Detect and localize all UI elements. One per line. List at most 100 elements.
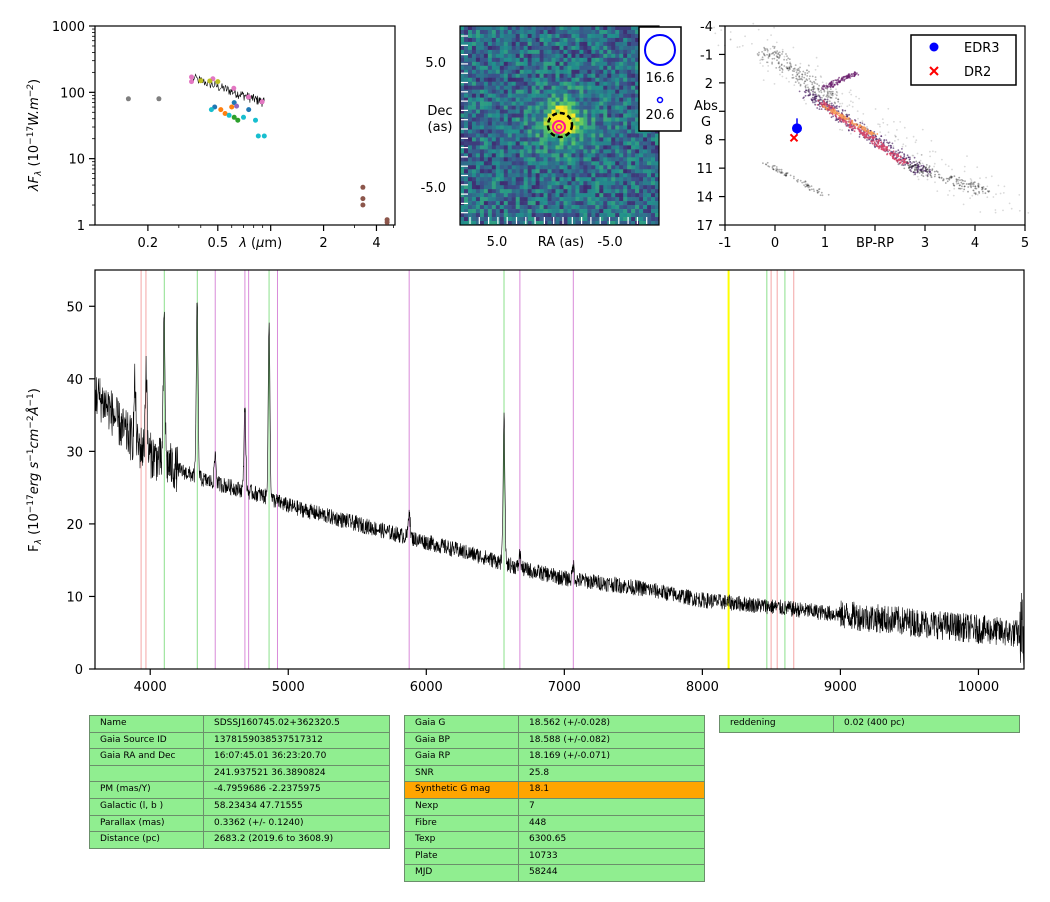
info-row: 241.937521 36.3890824 <box>89 764 390 783</box>
image-pixel <box>539 145 544 150</box>
image-pixel <box>487 129 493 134</box>
image-pixel <box>563 85 568 90</box>
cmd-density-point <box>976 166 979 169</box>
image-pixel <box>567 26 572 31</box>
cmd-density-point <box>826 85 829 87</box>
image-pixel <box>527 165 532 170</box>
image-pixel <box>483 77 489 83</box>
image-pixel <box>543 57 548 63</box>
image-pixel <box>655 153 660 158</box>
image-pixel <box>599 177 604 182</box>
image-pixel <box>627 37 632 43</box>
image-pixel <box>627 81 632 86</box>
image-pixel <box>503 213 509 218</box>
cmd-density-point <box>908 169 911 172</box>
image-pixel <box>535 181 540 186</box>
cmd-density-point <box>987 190 989 193</box>
image-pixel <box>587 213 592 218</box>
cmd-density-point <box>810 185 813 188</box>
image-pixel <box>515 137 520 142</box>
image-pixel <box>567 89 572 94</box>
image-pixel <box>507 149 513 154</box>
cmd-density-point <box>876 133 879 135</box>
image-pixel <box>579 61 584 67</box>
image-pixel <box>575 121 580 126</box>
cmd-density-point <box>826 90 829 93</box>
image-pixel <box>515 189 520 194</box>
cmd-density-point <box>837 117 840 119</box>
image-pixel <box>615 105 620 110</box>
image-pixel <box>527 149 532 154</box>
image-pixel <box>507 41 513 47</box>
cmd-density-point <box>950 176 953 179</box>
image-pixel <box>460 129 465 134</box>
image-pixel <box>611 61 616 67</box>
cmd-density-point <box>823 101 826 104</box>
image-pixel <box>495 129 501 134</box>
cmd-density-point <box>757 54 760 57</box>
image-pixel <box>631 93 636 98</box>
image-pixel <box>531 101 536 106</box>
cmd-density-point <box>938 176 940 179</box>
spectrum-y-tick-label: 20 <box>66 518 83 533</box>
image-pixel <box>655 149 660 154</box>
image-pixel <box>599 201 604 206</box>
image-pixel <box>583 141 588 146</box>
image-pixel <box>575 33 580 39</box>
image-pixel <box>543 201 548 206</box>
image-pixel <box>607 53 612 59</box>
cmd-density-point <box>880 135 883 138</box>
image-pixel <box>487 89 493 94</box>
image-pixel <box>460 37 465 43</box>
cmd-density-point <box>896 159 899 162</box>
image-pixel <box>519 89 524 94</box>
image-pixel <box>463 125 469 130</box>
image-pixel <box>543 137 548 142</box>
image-pixel <box>591 117 596 122</box>
image-pixel <box>527 205 532 210</box>
image-pixel <box>487 97 493 102</box>
image-pixel <box>463 161 469 166</box>
cmd-density-point <box>767 61 769 64</box>
image-pixel <box>607 81 612 86</box>
image-pixel <box>547 37 552 43</box>
image-pixel <box>571 157 576 162</box>
cmd-density-point <box>930 172 932 175</box>
cmd-density-point <box>841 79 844 82</box>
image-pixel <box>615 221 620 226</box>
cmd-density-point <box>934 181 936 184</box>
cmd-density-point <box>900 156 902 159</box>
image-pixel <box>463 213 469 218</box>
cmd-density-point <box>890 146 893 149</box>
image-pixel <box>627 105 632 110</box>
cmd-density-point <box>815 95 818 98</box>
image-pixel <box>547 29 552 35</box>
image-pixel <box>599 26 604 31</box>
cmd-density-point <box>810 89 813 92</box>
cmd-density-point <box>895 155 898 158</box>
image-pixel <box>583 105 588 110</box>
cmd-density-point <box>916 164 919 167</box>
cmd-density-point <box>794 64 797 66</box>
image-pixel <box>539 129 544 134</box>
image-pixel <box>551 41 556 47</box>
cmd-density-point <box>816 104 819 106</box>
image-pixel <box>583 193 588 198</box>
image-pixel <box>587 121 592 126</box>
cmd-density-point <box>896 159 898 162</box>
image-pixel <box>615 141 620 146</box>
cmd-density-point <box>778 168 781 171</box>
image-pixel <box>583 45 588 51</box>
image-pixel <box>611 89 616 94</box>
image-pixel <box>547 33 552 39</box>
image-pixel <box>635 41 640 47</box>
image-pixel <box>523 69 528 75</box>
image-pixel <box>523 129 528 134</box>
image-pixel <box>603 185 608 190</box>
image-pixel <box>567 217 572 222</box>
sed-y-tick-label: 100 <box>60 86 85 101</box>
image-pixel <box>511 101 517 106</box>
cmd-density-point <box>885 139 888 142</box>
cmd-density-point <box>839 102 841 105</box>
cmd-density-point <box>814 68 817 71</box>
